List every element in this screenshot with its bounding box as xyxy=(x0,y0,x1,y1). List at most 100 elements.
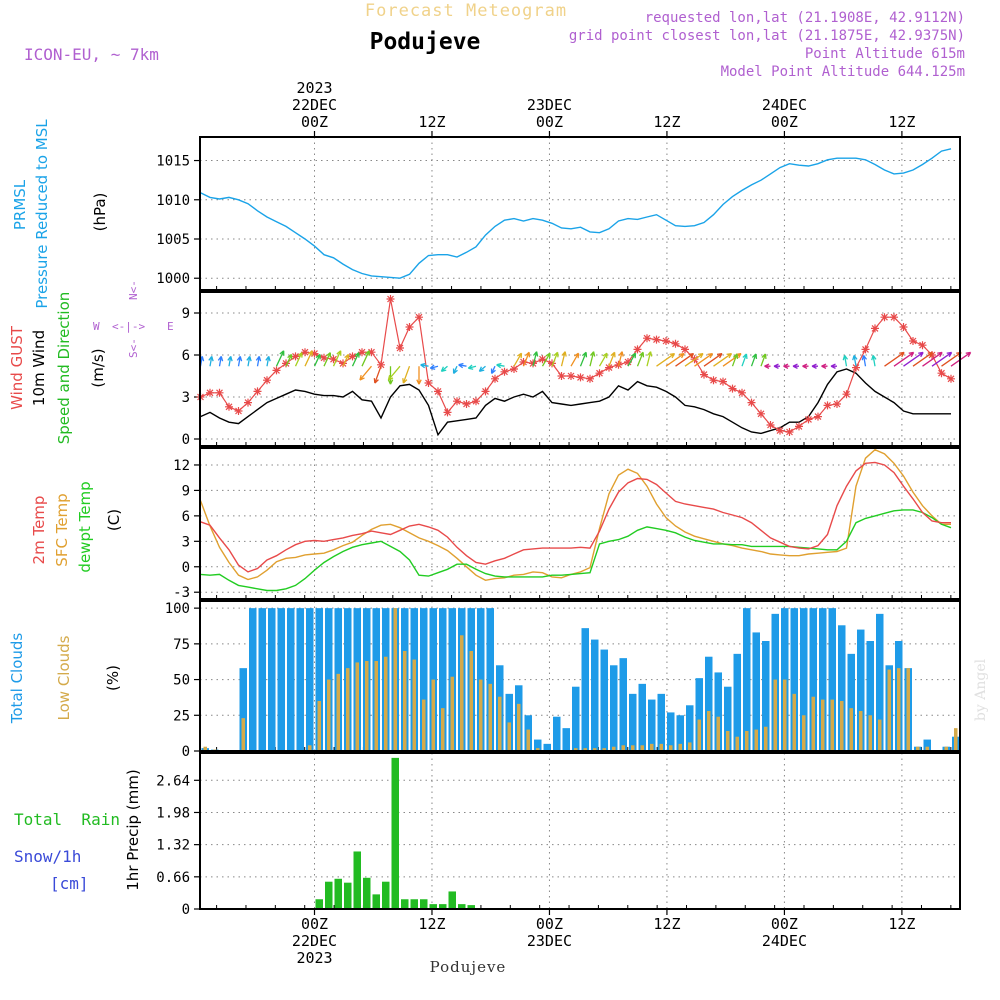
low-cloud-bar xyxy=(317,701,321,751)
wind-direction-arrow xyxy=(420,362,429,369)
total-cloud-bar xyxy=(667,712,675,751)
bottom-time-label: 00Z xyxy=(301,915,328,933)
pressure-label-msl: Pressure Reduced to MSL xyxy=(33,119,51,309)
low-cloud-bar xyxy=(830,699,834,751)
low-cloud-bar xyxy=(754,729,758,751)
top-time-label: 00Z xyxy=(301,113,328,131)
wind-direction-arrow xyxy=(285,353,293,367)
y-tick-label: 0 xyxy=(182,744,190,760)
low-cloud-bar xyxy=(659,743,663,751)
wind-direction-arrow xyxy=(351,352,360,367)
wind-direction-arrow xyxy=(496,362,505,369)
gust-marker xyxy=(823,401,832,410)
wind-direction-arrow xyxy=(912,351,934,367)
wind-direction-arrow xyxy=(627,352,637,367)
total-cloud-bar xyxy=(543,743,551,751)
low-cloud-bar xyxy=(640,745,644,751)
total-cloud-bar xyxy=(287,608,295,751)
wind-direction-arrow xyxy=(313,353,321,367)
y-tick-label: 6 xyxy=(182,509,190,525)
low-cloud-bar xyxy=(859,711,863,751)
wind-direction-arrow xyxy=(294,352,303,367)
low-cloud-bar xyxy=(365,661,369,751)
gust-marker xyxy=(206,388,214,397)
wind-direction-arrow xyxy=(852,354,858,367)
rain-bar xyxy=(315,899,323,909)
total-cloud-bar xyxy=(866,641,874,751)
low-cloud-bar xyxy=(878,719,882,751)
rain-bar xyxy=(325,881,333,909)
total-cloud-bar xyxy=(857,629,865,751)
low-cloud-bar xyxy=(916,746,920,751)
wind-direction-arrow xyxy=(589,351,596,367)
wind-direction-arrow xyxy=(656,352,676,367)
wind-direction-arrow xyxy=(792,363,799,369)
y-tick-label: 9 xyxy=(182,483,190,499)
gust-marker xyxy=(871,324,879,333)
gust-marker xyxy=(880,313,889,322)
total-cloud-bar xyxy=(572,686,580,751)
point-altitude: Point Altitude 615m xyxy=(805,46,965,62)
low-cloud-bar xyxy=(203,746,207,751)
wind-unit: (m/s) xyxy=(89,348,107,387)
gust-marker xyxy=(766,421,775,429)
wind-direction-arrow xyxy=(903,351,924,367)
rain-bar xyxy=(372,894,380,909)
total-cloud-bar xyxy=(268,608,276,751)
low-cloud-bar xyxy=(393,608,397,751)
low-cloud-bar xyxy=(669,745,673,751)
gust-marker xyxy=(500,367,509,376)
pressure-label-prmsl: PRMSL xyxy=(11,179,29,230)
low-cloud-bar xyxy=(602,748,606,751)
gridlines: 10001005101010150369-3036912025507510000… xyxy=(156,137,960,918)
panel-frame xyxy=(199,136,961,291)
gust-marker xyxy=(263,376,271,385)
wind-direction-arrow xyxy=(429,364,439,370)
gust-marker xyxy=(852,363,860,372)
wind-direction-arrow xyxy=(811,363,818,369)
total-cloud-bar xyxy=(296,608,304,751)
low-cloud-bar xyxy=(431,679,435,751)
bottom-time-label: 23DEC xyxy=(527,932,572,950)
wind-direction-arrow xyxy=(861,354,868,367)
panel-frame xyxy=(199,600,961,752)
wind-direction-arrow xyxy=(931,351,953,367)
wind-direction-arrow xyxy=(522,351,531,367)
y-tick-label: 3 xyxy=(182,390,190,406)
y-tick-label: 75 xyxy=(173,637,190,653)
total-cloud-bar xyxy=(676,715,684,751)
gust-marker xyxy=(890,313,898,322)
low-cloud-bar xyxy=(384,656,388,751)
low-cloud-bar xyxy=(868,715,872,751)
y-tick-label: 6 xyxy=(182,348,190,364)
low-cloud-bar xyxy=(631,745,635,751)
wind-direction-arrow xyxy=(467,364,477,370)
panel-frame xyxy=(199,291,961,447)
temp-unit: (C) xyxy=(105,509,123,531)
snow-label: Snow/1h xyxy=(14,847,81,866)
gust-marker xyxy=(453,397,461,406)
gust-marker xyxy=(481,387,490,396)
wind-direction-arrow xyxy=(703,352,723,367)
wind-direction-arrow xyxy=(830,363,837,369)
compass-n: N<- xyxy=(127,280,140,300)
top-time-label: 22DEC xyxy=(292,96,337,114)
wind-speed-line xyxy=(200,368,951,437)
wind-direction-arrow xyxy=(617,351,624,367)
wind-direction-arrow xyxy=(513,352,523,367)
wind-dir-label: Speed and Direction xyxy=(55,292,73,445)
bottom-time-label: 2023 xyxy=(296,949,332,967)
model-label: ICON-EU, ~ 7km xyxy=(24,45,159,64)
bottom-time-label: 22DEC xyxy=(292,932,337,950)
top-time-label: 12Z xyxy=(418,113,445,131)
wind-compass: W <-|-> E N<- S<- xyxy=(93,280,174,358)
top-time-label: 12Z xyxy=(653,113,680,131)
gust-marker xyxy=(662,337,670,345)
gust-marker xyxy=(595,369,604,378)
gust-marker xyxy=(605,363,613,372)
bottom-time-label: 12Z xyxy=(418,915,445,933)
gust-marker xyxy=(415,313,423,322)
bottom-time-label: 00Z xyxy=(771,915,798,933)
low-cloud-bar xyxy=(840,701,844,751)
